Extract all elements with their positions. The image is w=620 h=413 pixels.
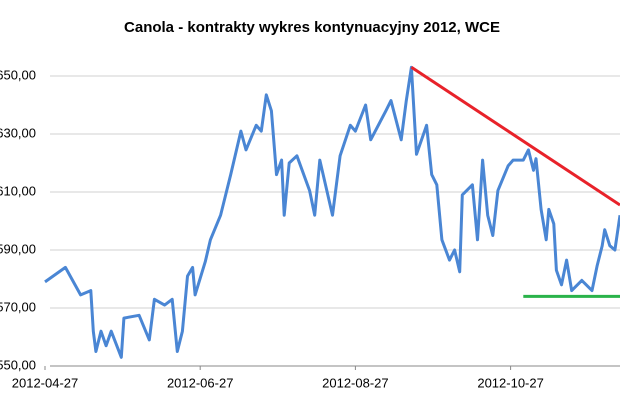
trend-line	[410, 66, 620, 207]
x-tick-label: 2012-10-27	[477, 375, 544, 390]
x-tick-label: 2012-04-27	[12, 375, 79, 390]
x-tick-label: 2012-06-27	[167, 375, 234, 390]
y-tick-label: 590,00	[0, 241, 36, 256]
y-tick-label: 610,00	[0, 183, 36, 198]
y-tick-label: 570,00	[0, 299, 36, 314]
x-tick-label: 2012-08-27	[322, 375, 389, 390]
chart-title: Canola - kontrakty wykres kontynuacyjny …	[124, 19, 500, 36]
price-line	[44, 65, 620, 359]
y-tick-label: 650,00	[0, 67, 36, 82]
y-tick-label: 550,00	[0, 357, 36, 372]
y-tick-label: 630,00	[0, 125, 36, 140]
